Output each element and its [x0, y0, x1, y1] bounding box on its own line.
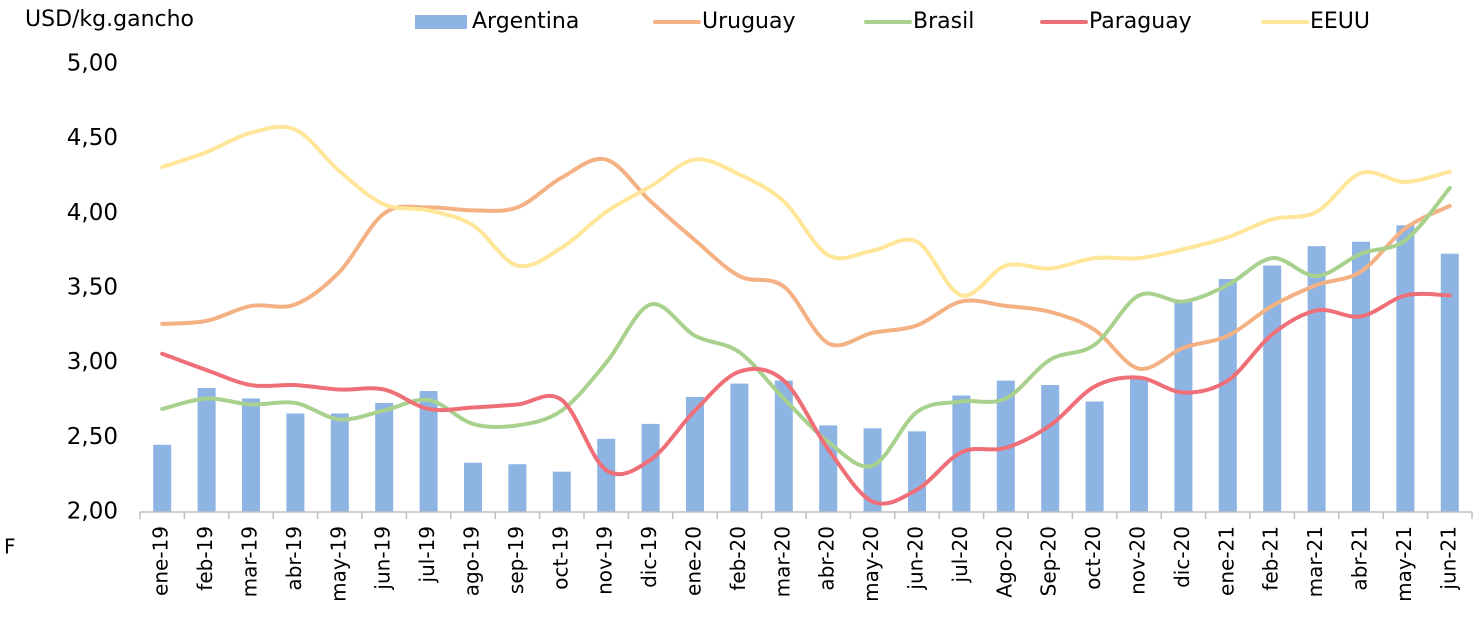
bar — [774, 380, 793, 512]
x-tick-label: feb-21 — [1259, 526, 1283, 591]
x-tick-label: abr-21 — [1348, 526, 1372, 591]
line — [160, 291, 1452, 506]
bar — [686, 397, 704, 512]
x-tick-label: mar-19 — [238, 526, 262, 597]
bar — [508, 464, 527, 512]
bar — [1041, 385, 1060, 512]
x-tick-label: Sep-20 — [1037, 526, 1061, 596]
x-tick-label: jun-20 — [904, 526, 928, 591]
line — [160, 156, 1452, 371]
bar — [464, 462, 482, 512]
x-tick-label: jun-21 — [1436, 526, 1460, 591]
bar — [863, 428, 882, 512]
x-tick-label: jun-19 — [371, 526, 395, 591]
x-tick-label: feb-20 — [726, 526, 750, 591]
bar — [1174, 299, 1193, 512]
bar — [597, 438, 616, 512]
y-tick-label: 3,00 — [67, 349, 118, 375]
bar — [419, 391, 438, 512]
line — [160, 124, 1452, 298]
bar — [552, 471, 571, 512]
x-tick-label: mar-20 — [770, 526, 794, 597]
legend-swatch — [415, 15, 467, 29]
bar — [1130, 377, 1148, 512]
x-tick-label: abr-20 — [815, 526, 839, 591]
x-tick-label: may-19 — [326, 526, 350, 602]
bar — [286, 413, 305, 512]
x-tick-label: jul-20 — [948, 526, 972, 583]
x-tick-label: ene-21 — [1214, 526, 1238, 596]
line — [160, 185, 1452, 469]
bar — [1085, 401, 1104, 512]
x-tick-label: jul-19 — [415, 526, 439, 583]
legend-label: Uruguay — [702, 9, 796, 34]
y-tick-label: 2,00 — [67, 499, 118, 525]
bar — [908, 431, 926, 512]
x-tick-label: may-21 — [1392, 526, 1416, 602]
x-tick-label: nov-20 — [1126, 526, 1150, 595]
y-tick-label: 4,00 — [67, 200, 118, 226]
bar — [330, 413, 349, 512]
x-tick-label: ene-19 — [149, 526, 173, 596]
y-axis-label: USD/kg.gancho — [25, 7, 194, 32]
x-tick-label: dic-20 — [1170, 526, 1194, 588]
x-tick-label: ago-19 — [460, 526, 484, 596]
legend-label: Brasil — [913, 9, 974, 34]
y-tick-label: 3,50 — [67, 275, 118, 301]
x-tick-label: dic-19 — [637, 526, 661, 588]
bar — [375, 402, 394, 512]
bar — [242, 398, 260, 512]
bar — [197, 388, 216, 512]
bar — [1218, 279, 1237, 512]
x-tick-label: nov-19 — [593, 526, 617, 595]
x-tick-label: oct-20 — [1081, 526, 1105, 590]
x-tick-label: oct-19 — [548, 526, 572, 590]
x-tick-label: feb-19 — [193, 526, 217, 591]
y-tick-label: 2,50 — [67, 424, 118, 450]
x-tick-label: ene-20 — [682, 526, 706, 596]
x-tick-label: sep-19 — [504, 526, 528, 594]
x-tick-label: may-20 — [859, 526, 883, 602]
legend-label: Paraguay — [1089, 9, 1192, 34]
legend-label: EEUU — [1310, 9, 1370, 34]
bar — [730, 383, 749, 512]
y-tick-label: 4,50 — [67, 125, 118, 151]
bar — [1440, 253, 1459, 513]
bar — [1263, 265, 1282, 512]
bar — [641, 423, 660, 512]
x-tick-label: mar-21 — [1303, 526, 1327, 597]
bar — [153, 444, 172, 512]
bar — [1352, 241, 1370, 512]
x-tick-label: abr-19 — [282, 526, 306, 591]
note: F — [4, 535, 16, 559]
x-tick-label: Ago-20 — [992, 526, 1016, 598]
legend-label: Argentina — [472, 9, 579, 34]
bar — [1396, 225, 1415, 512]
y-tick-label: 5,00 — [67, 51, 118, 77]
